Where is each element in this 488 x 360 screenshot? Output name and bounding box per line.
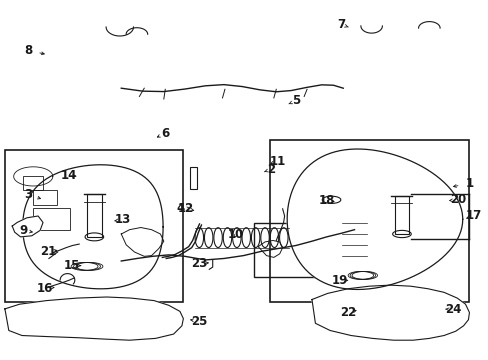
- Text: 22: 22: [339, 306, 356, 319]
- Text: 20: 20: [449, 193, 466, 206]
- Text: 13: 13: [115, 213, 131, 226]
- Bar: [189, 167, 197, 189]
- Text: 9: 9: [20, 224, 27, 237]
- Text: 8: 8: [24, 44, 32, 57]
- Bar: [5, 150, 183, 302]
- Bar: [269, 140, 468, 302]
- Text: 16: 16: [37, 282, 53, 294]
- Text: 15: 15: [64, 259, 81, 272]
- Text: 14: 14: [60, 169, 77, 182]
- Text: 23: 23: [191, 257, 207, 270]
- Text: 24: 24: [445, 303, 461, 316]
- Text: 2: 2: [267, 163, 275, 176]
- Text: 5: 5: [291, 94, 299, 107]
- Polygon shape: [311, 285, 468, 340]
- Text: 18: 18: [318, 194, 334, 207]
- Text: 19: 19: [331, 274, 347, 287]
- Text: 1: 1: [465, 177, 472, 190]
- Text: 25: 25: [191, 315, 207, 328]
- Bar: [87, 194, 102, 237]
- Bar: [23, 176, 43, 190]
- Polygon shape: [12, 216, 43, 237]
- Polygon shape: [5, 297, 183, 340]
- Text: 21: 21: [40, 246, 56, 258]
- Text: 10: 10: [227, 228, 244, 241]
- Text: 12: 12: [177, 202, 194, 215]
- Bar: [254, 223, 317, 277]
- Text: 6: 6: [161, 127, 169, 140]
- Text: 17: 17: [464, 209, 481, 222]
- Text: 3: 3: [24, 188, 32, 201]
- Polygon shape: [22, 165, 163, 289]
- Polygon shape: [286, 149, 462, 289]
- Bar: [33, 208, 70, 230]
- Bar: [394, 196, 408, 234]
- Text: 11: 11: [269, 155, 285, 168]
- Text: 7: 7: [337, 18, 345, 31]
- Text: 4: 4: [177, 202, 184, 215]
- Bar: [33, 190, 57, 205]
